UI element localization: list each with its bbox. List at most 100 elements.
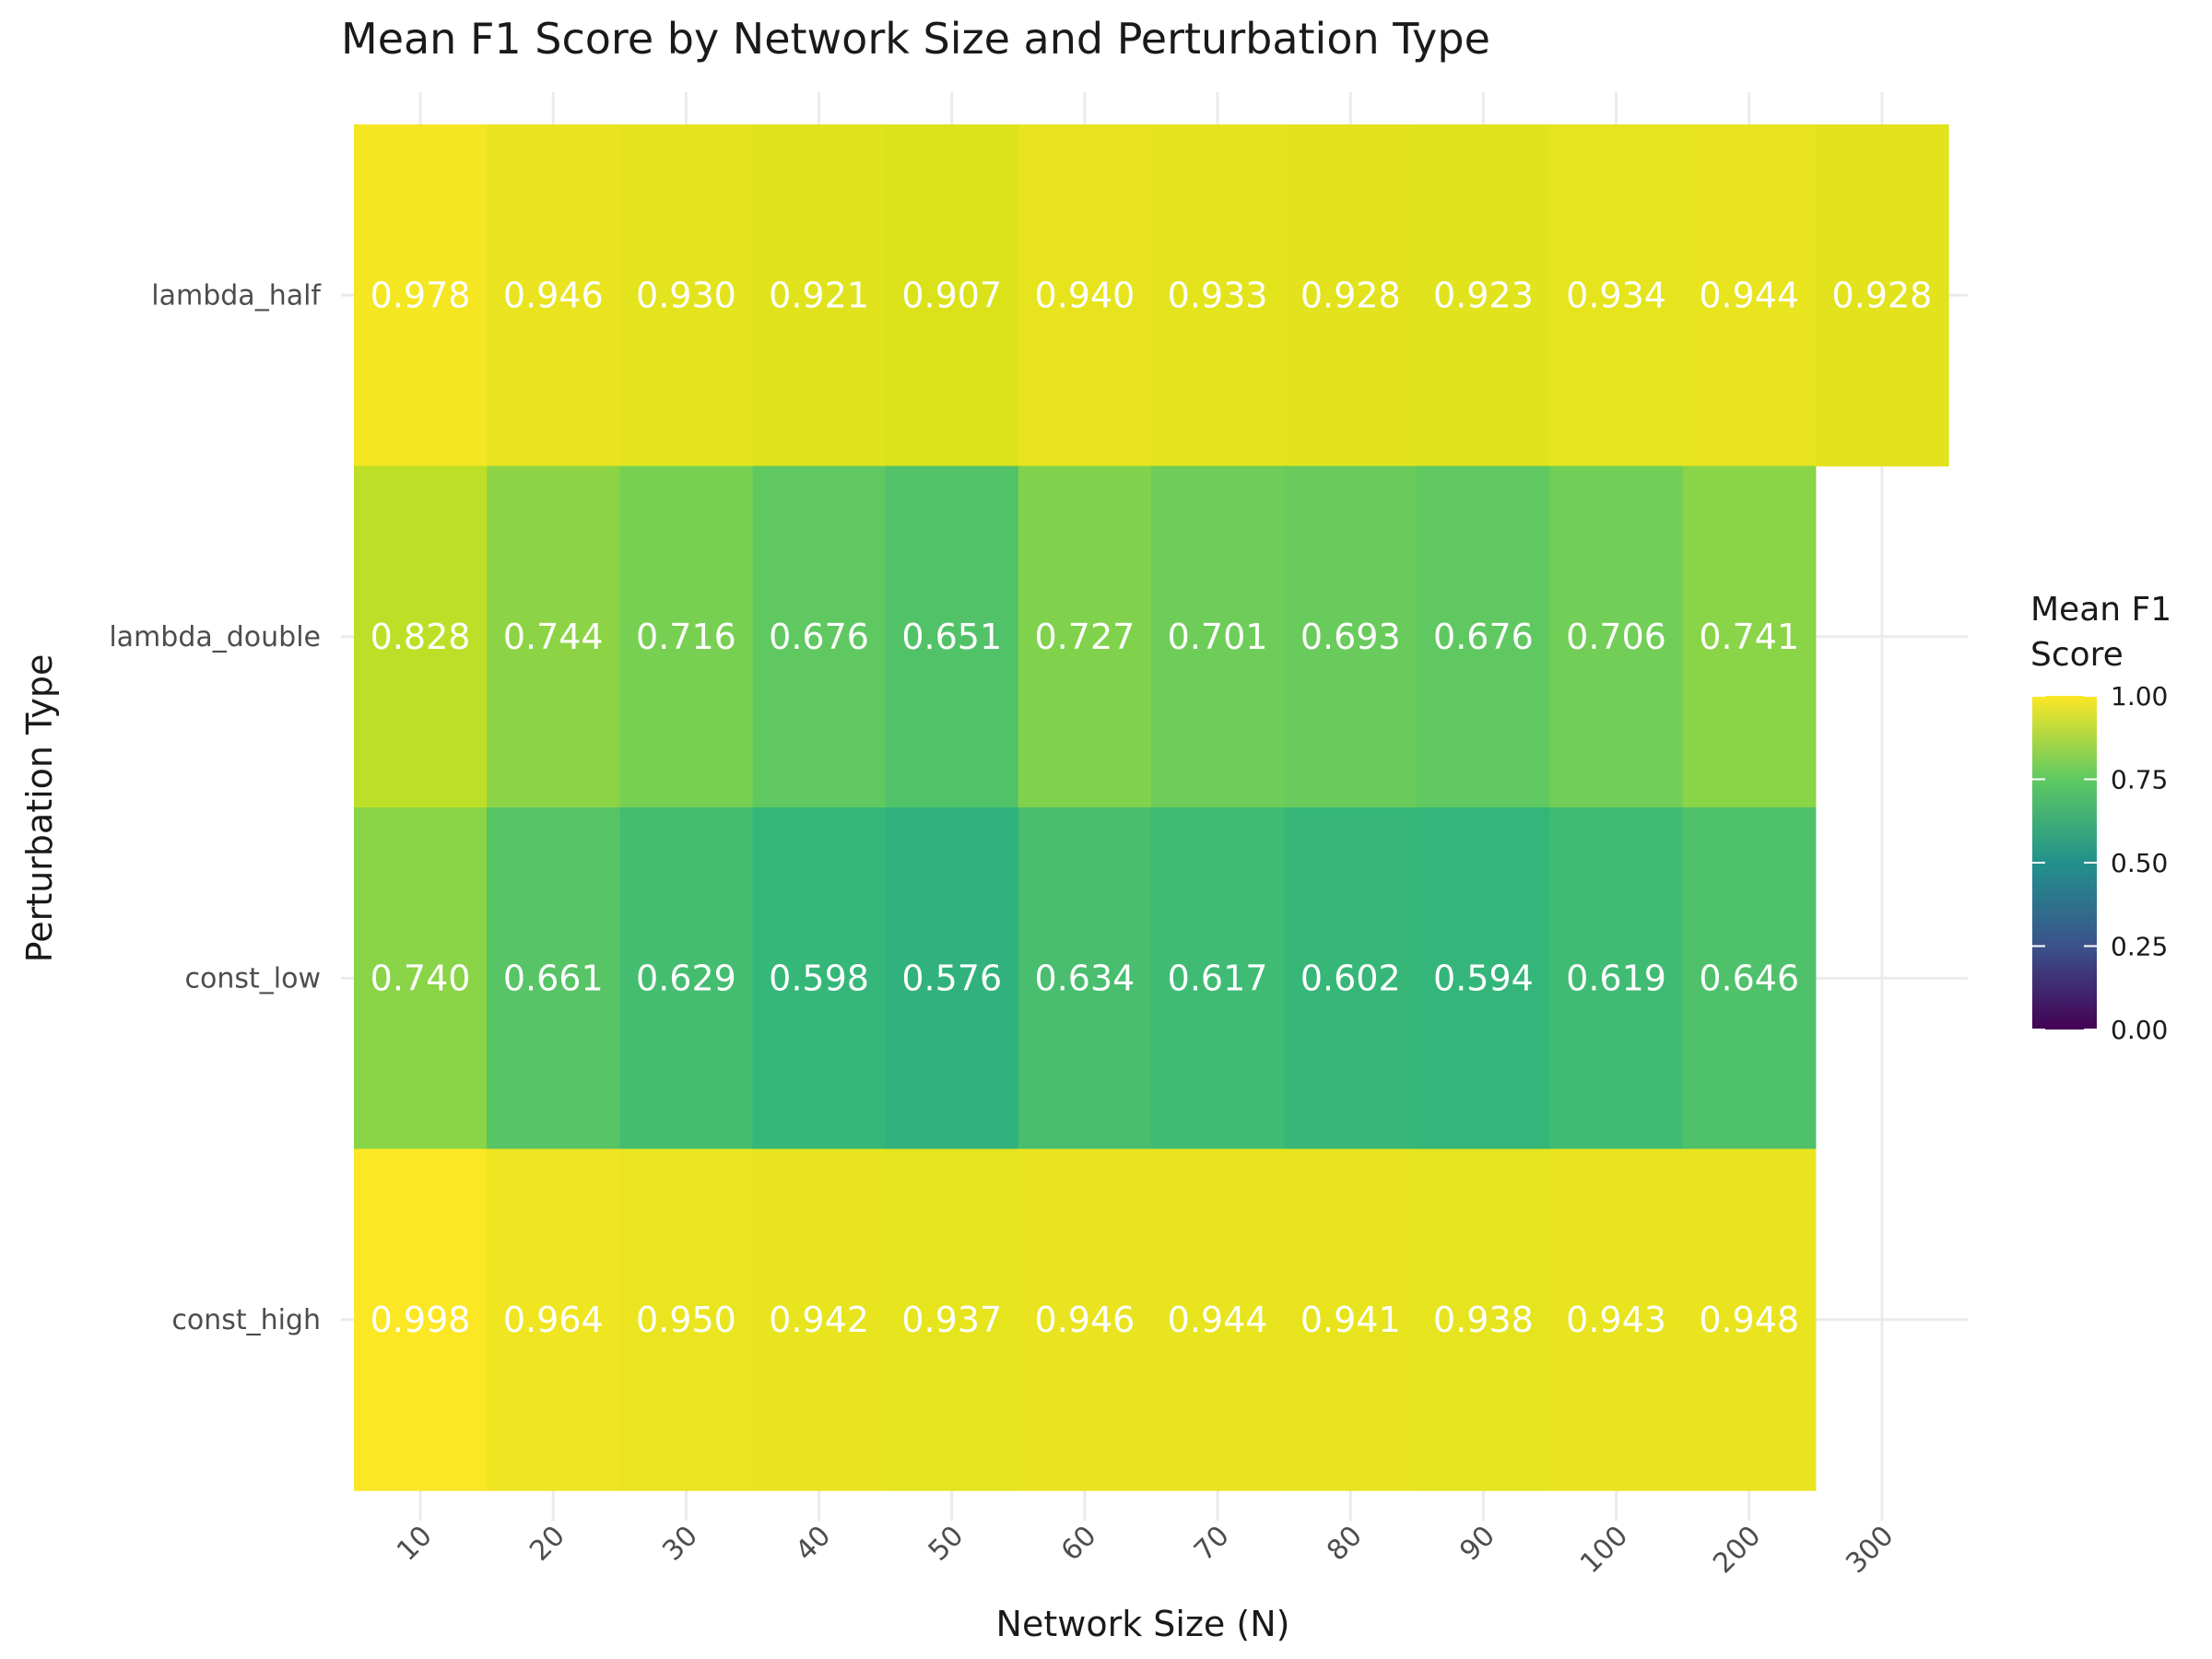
cell-label-lambda_half-10: 0.978 [371,275,471,315]
cell-lambda_double-70 [1151,465,1285,808]
cell-label-const_low-40: 0.598 [769,958,869,998]
cell-lambda_double-80 [1284,465,1418,808]
cell-label-const_low-30: 0.629 [636,958,736,998]
cell-lambda_double-50 [885,465,1019,808]
cell-const_high-30 [619,1148,754,1491]
legend-ticks: 1.00 0.75 0.50 0.25 0.00 [2032,681,2168,1045]
cell-const_high-50 [885,1148,1019,1491]
cell-label-lambda_double-80: 0.693 [1300,617,1401,657]
legend-tick-label-0.00: 0.00 [2111,1015,2168,1045]
cell-label-const_high-10: 0.998 [371,1300,471,1340]
cell-label-const_high-70: 0.944 [1168,1300,1268,1340]
x-tick-label-300: 300 [1840,1520,1900,1580]
y-tick-label-const_low: const_low [185,962,321,994]
cell-label-const_low-70: 0.617 [1168,958,1268,998]
cell-lambda_half-100 [1549,124,1684,467]
cell-lambda_double-100 [1549,465,1684,808]
cell-const_high-10 [354,1148,488,1491]
cell-lambda_double-40 [752,465,887,808]
cell-lambda_half-70 [1151,124,1285,467]
cell-label-lambda_double-60: 0.727 [1035,617,1135,657]
y-tick-label-lambda_half: lambda_half [151,279,322,312]
cell-label-const_low-80: 0.602 [1300,958,1401,998]
cell-const_high-20 [487,1148,620,1491]
cell-const_low-200 [1682,807,1817,1150]
cell-lambda_double-10 [354,465,488,808]
cell-label-lambda_half-300: 0.928 [1832,275,1933,315]
x-axis-ticks: 10 20 30 40 50 60 70 80 90 100 200 300 [391,1520,1900,1580]
cell-const_high-80 [1284,1148,1418,1491]
cell-label-lambda_half-70: 0.933 [1168,275,1268,315]
cell-lambda_half-200 [1682,124,1817,467]
cell-label-const_high-20: 0.964 [503,1300,604,1340]
legend-tick-label-0.75: 0.75 [2111,765,2168,795]
cell-label-const_high-90: 0.938 [1433,1300,1534,1340]
cell-label-const_low-10: 0.740 [371,958,471,998]
cell-label-lambda_double-20: 0.744 [503,617,604,657]
cell-const_high-70 [1151,1148,1285,1491]
x-tick-label-80: 80 [1321,1520,1369,1568]
y-tick-label-const_high: const_high [171,1304,321,1336]
cell-const_low-80 [1284,807,1418,1150]
cell-lambda_double-200 [1682,465,1817,808]
cell-label-const_high-80: 0.941 [1300,1300,1401,1340]
cell-label-const_high-50: 0.937 [901,1300,1002,1340]
x-tick-label-30: 30 [656,1520,704,1568]
cell-label-const_low-100: 0.619 [1566,958,1666,998]
legend-title-line-1: Mean F1 [2030,591,2171,629]
cell-const_low-70 [1151,807,1285,1150]
cell-label-lambda_double-50: 0.651 [901,617,1002,657]
x-tick-label-10: 10 [391,1520,439,1568]
cell-label-const_low-20: 0.661 [503,958,604,998]
cell-label-lambda_half-80: 0.928 [1300,275,1401,315]
cell-label-const_high-30: 0.950 [636,1300,736,1340]
cell-label-const_high-100: 0.943 [1566,1300,1666,1340]
legend-tick-label-0.25: 0.25 [2111,932,2168,962]
cell-value-labels: 0.978 0.946 0.930 0.921 0.907 0.940 0.933 0.928… [371,275,1933,1340]
cell-const_high-40 [752,1148,887,1491]
cell-const_low-60 [1018,807,1152,1150]
cell-label-const_high-60: 0.946 [1035,1300,1135,1340]
cell-label-const_high-200: 0.948 [1699,1300,1799,1340]
cell-label-lambda_half-20: 0.946 [503,275,604,315]
y-axis-ticks: lambda_half lambda_double const_low const_h… [109,279,322,1336]
cell-label-lambda_half-60: 0.940 [1035,275,1135,315]
cell-lambda_double-20 [487,465,620,808]
cell-lambda_half-20 [487,124,620,467]
cell-const_low-100 [1549,807,1684,1150]
cell-label-const_low-90: 0.594 [1433,958,1534,998]
cell-const_high-100 [1549,1148,1684,1491]
y-axis-title: Perturbation Type [19,654,60,963]
cell-const_low-10 [354,807,488,1150]
x-tick-label-20: 20 [524,1520,571,1568]
cell-lambda_half-40 [752,124,887,467]
x-tick-label-100: 100 [1574,1520,1634,1580]
x-tick-label-40: 40 [789,1520,837,1568]
cell-label-lambda_half-100: 0.934 [1566,275,1666,315]
cell-label-lambda_double-70: 0.701 [1168,617,1268,657]
cell-label-lambda_half-30: 0.930 [636,275,736,315]
cell-label-const_low-50: 0.576 [901,958,1002,998]
x-tick-label-90: 90 [1453,1520,1501,1568]
chart-title: Mean F1 Score by Network Size and Pertur… [341,14,1490,64]
cell-label-lambda_double-30: 0.716 [636,617,736,657]
cell-const_low-30 [619,807,754,1150]
cell-const_high-60 [1018,1148,1152,1491]
cell-const_low-90 [1417,807,1551,1150]
cell-lambda_half-60 [1018,124,1152,467]
cell-lambda_double-60 [1018,465,1152,808]
cell-lambda_half-10 [354,124,488,467]
cell-label-lambda_double-40: 0.676 [769,617,869,657]
heatmap-cells [354,124,1949,1491]
cell-lambda_half-50 [885,124,1019,467]
legend-title-line-2: Score [2030,636,2124,674]
cell-label-const_low-60: 0.634 [1035,958,1135,998]
y-tick-label-lambda_double: lambda_double [109,621,321,653]
cell-label-lambda_double-200: 0.741 [1699,617,1799,657]
cell-label-lambda_half-200: 0.944 [1699,275,1799,315]
cell-const_high-200 [1682,1148,1817,1491]
cell-lambda_half-300 [1815,124,1949,467]
x-tick-label-70: 70 [1188,1520,1236,1568]
cell-label-lambda_double-90: 0.676 [1433,617,1534,657]
legend-tick-label-1.00: 1.00 [2111,681,2168,712]
